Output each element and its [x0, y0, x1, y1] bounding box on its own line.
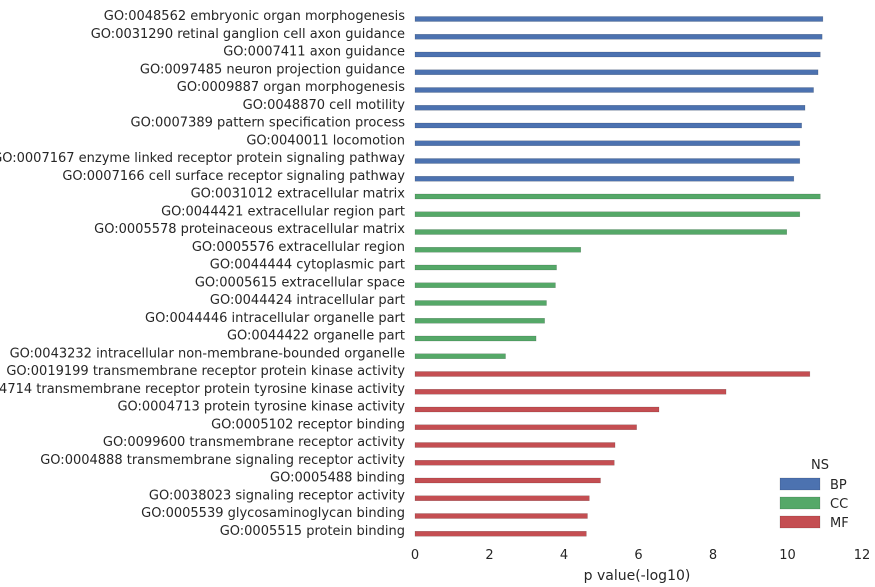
y-tick-label: GO:0044446 intracellular organelle part — [145, 311, 405, 326]
y-tick-label: GO:0005515 protein binding — [220, 524, 405, 539]
bar-bp — [414, 122, 802, 129]
bar-cc — [414, 353, 506, 359]
bar-bp — [414, 51, 821, 58]
bar-mf — [414, 424, 637, 430]
legend-swatch-mf — [779, 515, 821, 529]
y-tick-label: GO:0031290 retinal ganglion cell axon gu… — [91, 27, 405, 42]
y-tick-label: GO:0044444 cytoplasmic part — [210, 258, 405, 273]
bar-mf — [414, 513, 588, 519]
y-tick-label: GO:0044422 organelle part — [227, 329, 405, 344]
bar-mf — [414, 460, 615, 466]
y-tick-label: GO:0005576 extracellular region — [192, 240, 405, 255]
y-tick-label: GO:0007411 axon guidance — [223, 45, 405, 60]
y-tick-label: GO:0007167 enzyme linked receptor protei… — [0, 151, 405, 166]
y-tick-label: GO:0004714 transmembrane receptor protei… — [0, 382, 405, 397]
legend-swatch-bp — [779, 477, 821, 491]
x-tick-label: 8 — [709, 548, 717, 563]
y-tick-label: GO:0038023 signaling receptor activity — [149, 488, 405, 503]
x-tick-label: 4 — [560, 548, 568, 563]
bar-cc — [414, 264, 557, 271]
bar-mf — [414, 371, 811, 377]
y-tick-label: GO:0040011 locomotion — [246, 133, 405, 148]
y-tick-label: GO:0044421 extracellular region part — [161, 204, 405, 219]
y-tick-label: GO:0044424 intracellular part — [210, 293, 405, 308]
y-tick-label: GO:0007166 cell surface receptor signali… — [62, 169, 405, 184]
x-tick-label: 10 — [779, 548, 796, 563]
y-tick-label: GO:0099600 transmembrane receptor activi… — [103, 435, 405, 450]
y-tick-label: GO:0019199 transmembrane receptor protei… — [6, 364, 405, 379]
bar-bp — [414, 87, 814, 93]
y-tick-label: GO:0009887 organ morphogenesis — [177, 80, 405, 95]
y-tick-label: GO:0004713 protein tyrosine kinase activ… — [117, 400, 405, 415]
bar-mf — [414, 477, 601, 484]
x-axis-label: p value(-log10) — [584, 568, 691, 584]
y-tick-label: GO:0031012 extracellular matrix — [191, 187, 406, 202]
y-tick-label: GO:0005102 receptor binding — [211, 417, 405, 432]
bar-bp — [414, 158, 801, 164]
bar-cc — [414, 211, 801, 217]
bar-cc — [414, 282, 556, 288]
y-tick-label: GO:0048562 embryonic organ morphogenesis — [104, 9, 405, 24]
legend-title: NS — [811, 458, 829, 473]
bar-cc — [414, 318, 545, 324]
bar-bp — [414, 69, 819, 75]
bar-bp — [414, 140, 801, 146]
x-tick-labels: 0 2 4 6 8 10 12 — [411, 548, 870, 563]
bars-group — [414, 16, 824, 537]
y-tick-label: GO:0043232 intracellular non-membrane-bo… — [10, 346, 405, 361]
legend-label: MF — [830, 516, 849, 531]
y-tick-label: GO:0005615 extracellular space — [195, 275, 405, 290]
x-tick-label: 0 — [411, 548, 419, 563]
y-tick-label: GO:0005488 binding — [270, 471, 405, 486]
y-tick-label: GO:0005578 proteinaceous extracellular m… — [94, 222, 405, 237]
bar-cc — [414, 335, 537, 342]
y-tick-label: GO:0007389 pattern specification process — [131, 116, 406, 131]
x-tick-label: 12 — [854, 548, 871, 563]
legend: NS BP CC MF — [779, 458, 849, 531]
y-tick-label: GO:0048870 cell motility — [243, 98, 406, 113]
bar-cc — [414, 300, 547, 306]
bar-cc — [414, 193, 821, 200]
bar-mf — [414, 531, 587, 537]
bar-mf — [414, 442, 616, 448]
bar-bp — [414, 34, 823, 40]
x-tick-label: 2 — [485, 548, 493, 563]
bar-bp — [414, 16, 824, 22]
bar-mf — [414, 495, 590, 501]
legend-label: BP — [830, 478, 847, 493]
y-tick-labels: GO:0048562 embryonic organ morphogenesis… — [0, 9, 405, 539]
bar-cc — [414, 229, 788, 235]
y-tick-label: GO:0097485 neuron projection guidance — [140, 62, 405, 77]
x-tick-label: 6 — [634, 548, 642, 563]
legend-label: CC — [830, 497, 848, 512]
bar-bp — [414, 176, 795, 182]
legend-swatch-cc — [779, 496, 821, 510]
y-tick-label: GO:0004888 transmembrane signaling recep… — [40, 453, 405, 468]
bar-bp — [414, 105, 806, 111]
bar-mf — [414, 389, 727, 395]
y-tick-label: GO:0005539 glycosaminoglycan binding — [141, 506, 405, 521]
bar-mf — [414, 406, 660, 413]
bar-cc — [414, 247, 582, 253]
